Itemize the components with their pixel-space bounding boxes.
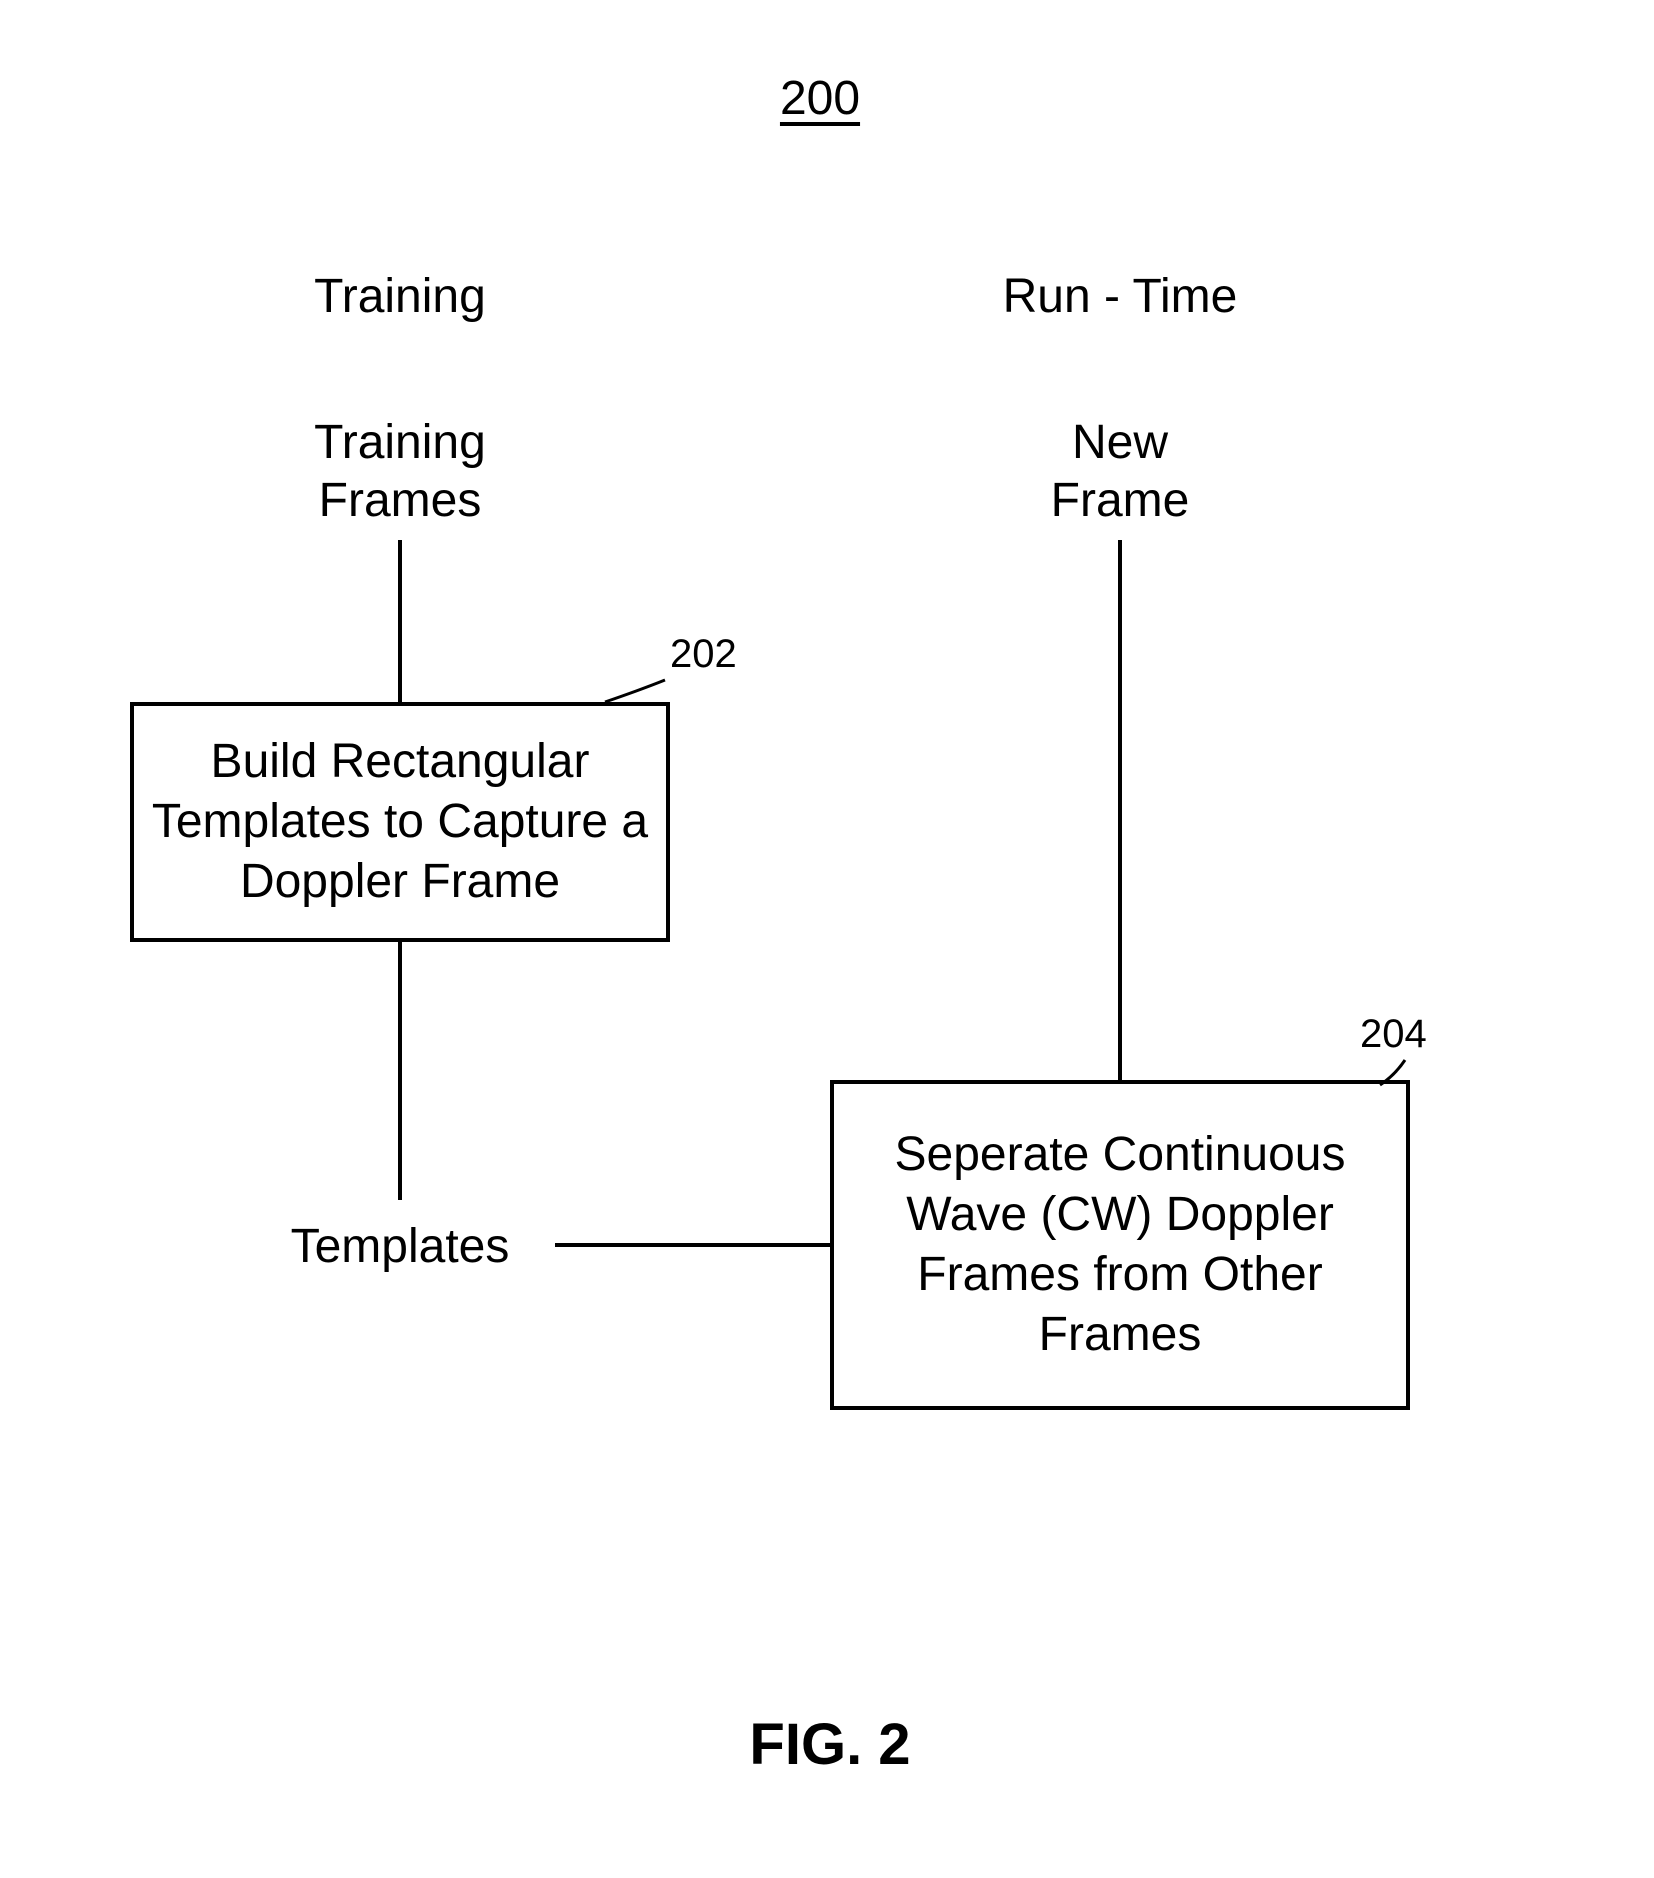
ref-204: 204 xyxy=(1360,1010,1480,1058)
box-build-templates-text: Build Rectangular Templates to Capture a… xyxy=(144,732,656,912)
training-frames-label: Training Frames xyxy=(260,414,540,529)
templates-label: Templates xyxy=(250,1218,550,1276)
leader-202 xyxy=(605,680,665,702)
figure-caption: FIG. 2 xyxy=(680,1710,980,1780)
ref-202: 202 xyxy=(670,630,790,678)
figure-number: 200 xyxy=(740,70,900,128)
box-separate-frames-text: Seperate Continuous Wave (CW) Doppler Fr… xyxy=(844,1125,1396,1365)
runtime-heading: Run - Time xyxy=(940,268,1300,326)
training-heading: Training xyxy=(250,268,550,326)
box-separate-frames: Seperate Continuous Wave (CW) Doppler Fr… xyxy=(830,1080,1410,1410)
new-frame-label: New Frame xyxy=(1000,414,1240,529)
box-build-templates: Build Rectangular Templates to Capture a… xyxy=(130,702,670,942)
